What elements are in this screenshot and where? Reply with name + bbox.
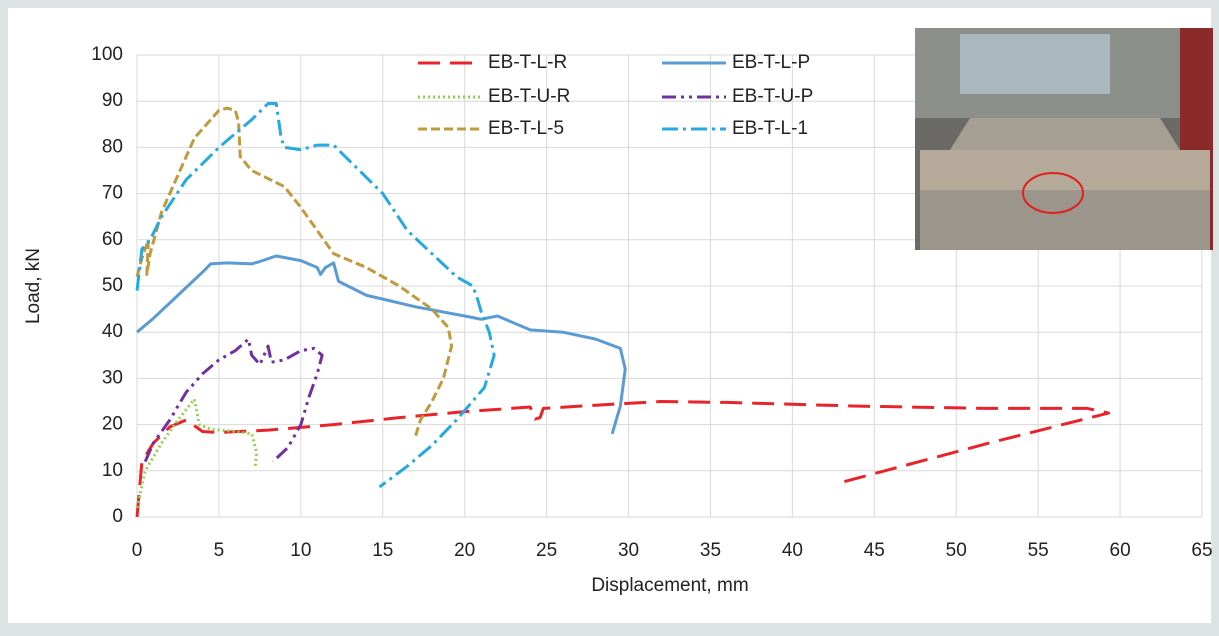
legend-label: EB-T-U-R <box>488 86 570 107</box>
series-line <box>135 102 496 489</box>
x-tick-label: 65 <box>1191 540 1212 561</box>
x-tick-label: 55 <box>1028 540 1049 561</box>
x-tick-label: 45 <box>864 540 885 561</box>
series-line <box>136 254 627 435</box>
x-tick-label: 5 <box>214 540 225 561</box>
series-line <box>135 397 259 509</box>
y-tick-label: 60 <box>102 229 123 250</box>
y-tick-label: 100 <box>91 44 123 65</box>
y-tick-label: 20 <box>102 414 123 435</box>
x-tick-label: 35 <box>700 540 721 561</box>
legend-label: EB-T-L-5 <box>488 118 564 139</box>
x-tick-label: 25 <box>536 540 557 561</box>
legend-label: EB-T-L-1 <box>732 118 808 139</box>
y-tick-label: 90 <box>102 90 123 111</box>
y-tick-label: 70 <box>102 183 123 204</box>
y-tick-label: 80 <box>102 136 123 157</box>
legend-label: EB-T-L-R <box>488 52 567 73</box>
series-line <box>135 400 1111 518</box>
x-axis-label: Displacement, mm <box>591 575 748 596</box>
y-tick-label: 0 <box>112 506 123 527</box>
series-line <box>143 337 324 463</box>
y-tick-label: 30 <box>102 367 123 388</box>
x-tick-label: 15 <box>372 540 393 561</box>
y-tick-label: 40 <box>102 321 123 342</box>
x-tick-label: 0 <box>132 540 143 561</box>
x-tick-label: 40 <box>782 540 803 561</box>
x-tick-label: 10 <box>290 540 311 561</box>
inset-photo <box>915 28 1213 250</box>
y-tick-label: 50 <box>102 275 123 296</box>
legend-label: EB-T-L-P <box>732 52 810 73</box>
legend-label: EB-T-U-P <box>732 86 813 107</box>
x-tick-label: 20 <box>454 540 475 561</box>
x-tick-label: 50 <box>946 540 967 561</box>
y-axis-label: Load, kN <box>23 248 44 324</box>
x-tick-label: 60 <box>1110 540 1131 561</box>
x-tick-label: 30 <box>618 540 639 561</box>
y-tick-label: 10 <box>102 460 123 481</box>
